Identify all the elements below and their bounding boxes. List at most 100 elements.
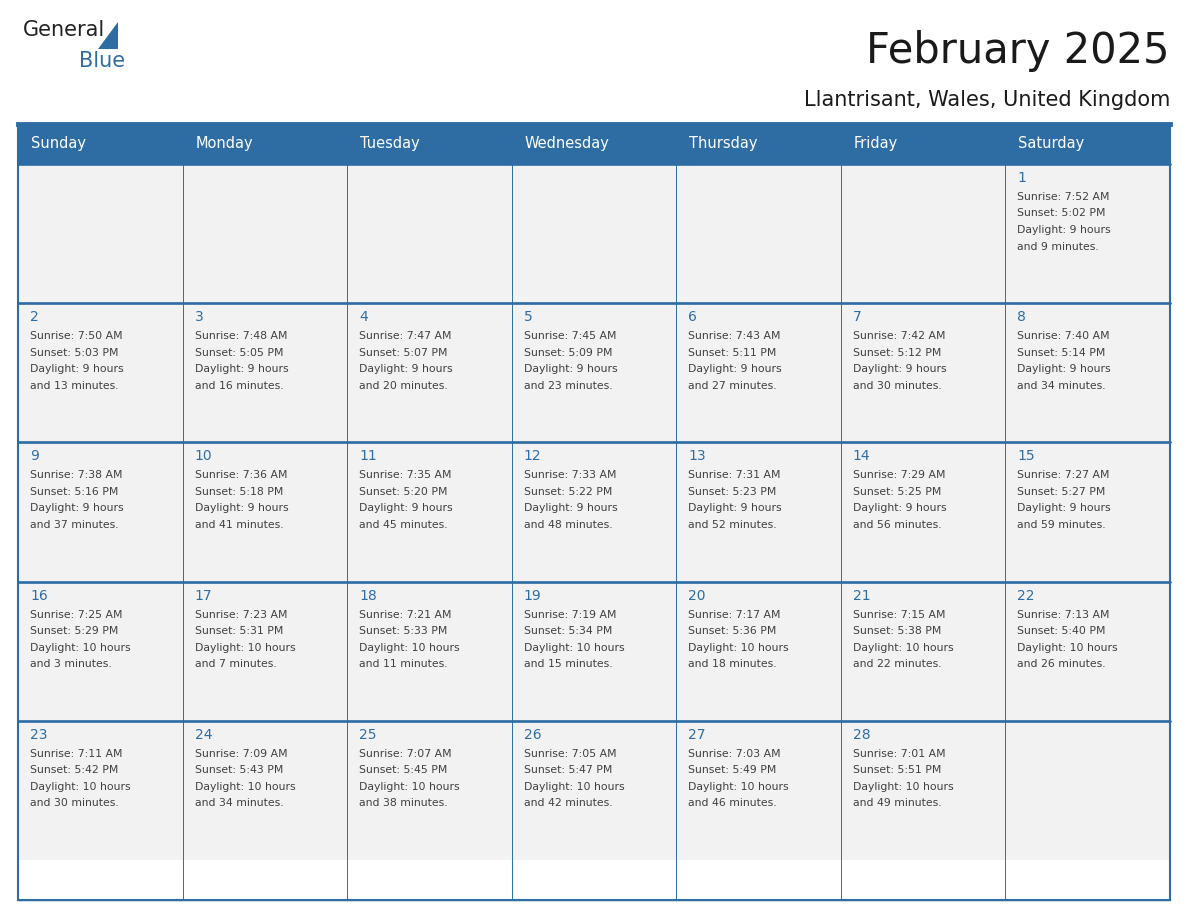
Text: Daylight: 9 hours: Daylight: 9 hours [853,503,947,513]
Bar [512,582,676,721]
Bar [1005,303,1170,442]
Text: Sunset: 5:02 PM: Sunset: 5:02 PM [1017,208,1106,218]
Text: Sunrise: 7:15 AM: Sunrise: 7:15 AM [853,610,946,620]
Text: and 13 minutes.: and 13 minutes. [30,381,119,391]
Text: Sunset: 5:07 PM: Sunset: 5:07 PM [359,348,448,358]
Text: Sunset: 5:31 PM: Sunset: 5:31 PM [195,626,283,636]
Bar [183,721,347,860]
Bar [676,442,841,582]
Bar [347,721,512,860]
Text: Blue: Blue [78,51,125,71]
Text: Saturday: Saturday [1018,137,1085,151]
Bar [18,124,1170,900]
Bar [676,721,841,860]
Text: Sunrise: 7:35 AM: Sunrise: 7:35 AM [359,470,451,480]
Text: Sunset: 5:16 PM: Sunset: 5:16 PM [30,487,119,497]
Text: 9: 9 [30,450,39,464]
Text: Sunrise: 7:52 AM: Sunrise: 7:52 AM [1017,192,1110,202]
Text: Sunset: 5:47 PM: Sunset: 5:47 PM [524,766,612,776]
Text: Sunrise: 7:03 AM: Sunrise: 7:03 AM [688,749,781,759]
Text: Sunrise: 7:09 AM: Sunrise: 7:09 AM [195,749,287,759]
Text: and 49 minutes.: and 49 minutes. [853,799,941,809]
Bar [676,164,841,303]
Text: Daylight: 9 hours: Daylight: 9 hours [1017,225,1111,235]
Text: and 52 minutes.: and 52 minutes. [688,520,777,530]
Text: Sunset: 5:49 PM: Sunset: 5:49 PM [688,766,777,776]
Text: Daylight: 10 hours: Daylight: 10 hours [30,782,131,792]
Text: 17: 17 [195,588,213,602]
Text: and 15 minutes.: and 15 minutes. [524,659,612,669]
Polygon shape [99,22,118,49]
Bar [18,164,183,303]
Text: Sunset: 5:40 PM: Sunset: 5:40 PM [1017,626,1106,636]
Bar [512,164,676,303]
Bar [18,442,183,582]
Text: Daylight: 10 hours: Daylight: 10 hours [853,782,954,792]
Bar [841,164,1005,303]
Bar [18,721,183,860]
Text: and 41 minutes.: and 41 minutes. [195,520,283,530]
Text: Sunrise: 7:27 AM: Sunrise: 7:27 AM [1017,470,1110,480]
Text: Sunrise: 7:47 AM: Sunrise: 7:47 AM [359,331,451,341]
Text: Daylight: 9 hours: Daylight: 9 hours [688,364,782,375]
Bar [841,442,1005,582]
Text: Sunset: 5:36 PM: Sunset: 5:36 PM [688,626,777,636]
Text: Wednesday: Wednesday [525,137,609,151]
Text: and 3 minutes.: and 3 minutes. [30,659,112,669]
Bar [183,164,347,303]
Text: and 34 minutes.: and 34 minutes. [1017,381,1106,391]
Text: Sunset: 5:23 PM: Sunset: 5:23 PM [688,487,777,497]
Text: Sunrise: 7:43 AM: Sunrise: 7:43 AM [688,331,781,341]
Text: and 26 minutes.: and 26 minutes. [1017,659,1106,669]
Bar [1005,164,1170,303]
Text: Daylight: 9 hours: Daylight: 9 hours [359,503,453,513]
Text: Daylight: 10 hours: Daylight: 10 hours [30,643,131,653]
Text: Sunday: Sunday [31,137,86,151]
Text: Sunset: 5:18 PM: Sunset: 5:18 PM [195,487,283,497]
Bar [841,721,1005,860]
Text: and 30 minutes.: and 30 minutes. [853,381,942,391]
Text: Sunset: 5:14 PM: Sunset: 5:14 PM [1017,348,1106,358]
Text: 19: 19 [524,588,542,602]
Text: Daylight: 9 hours: Daylight: 9 hours [1017,503,1111,513]
Text: Sunset: 5:12 PM: Sunset: 5:12 PM [853,348,941,358]
Text: 13: 13 [688,450,706,464]
Text: 2: 2 [30,310,39,324]
Text: 8: 8 [1017,310,1026,324]
Bar [512,303,676,442]
Text: General: General [23,20,106,40]
Text: Sunrise: 7:33 AM: Sunrise: 7:33 AM [524,470,617,480]
Text: Daylight: 10 hours: Daylight: 10 hours [1017,643,1118,653]
Text: Sunrise: 7:07 AM: Sunrise: 7:07 AM [359,749,451,759]
Text: and 46 minutes.: and 46 minutes. [688,799,777,809]
Text: and 45 minutes.: and 45 minutes. [359,520,448,530]
Text: and 30 minutes.: and 30 minutes. [30,799,119,809]
Text: Sunrise: 7:38 AM: Sunrise: 7:38 AM [30,470,122,480]
Text: Sunrise: 7:48 AM: Sunrise: 7:48 AM [195,331,287,341]
Text: and 27 minutes.: and 27 minutes. [688,381,777,391]
Bar [512,442,676,582]
Text: Daylight: 10 hours: Daylight: 10 hours [359,643,460,653]
Text: and 11 minutes.: and 11 minutes. [359,659,448,669]
Text: February 2025: February 2025 [866,30,1170,72]
Text: and 16 minutes.: and 16 minutes. [195,381,283,391]
Text: Thursday: Thursday [689,137,758,151]
Text: 4: 4 [359,310,368,324]
Text: Sunrise: 7:01 AM: Sunrise: 7:01 AM [853,749,946,759]
Text: Sunrise: 7:31 AM: Sunrise: 7:31 AM [688,470,781,480]
Text: Daylight: 9 hours: Daylight: 9 hours [688,503,782,513]
Text: 10: 10 [195,450,213,464]
Text: Sunset: 5:38 PM: Sunset: 5:38 PM [853,626,941,636]
Text: Sunset: 5:34 PM: Sunset: 5:34 PM [524,626,612,636]
Text: and 18 minutes.: and 18 minutes. [688,659,777,669]
Text: and 38 minutes.: and 38 minutes. [359,799,448,809]
Text: and 20 minutes.: and 20 minutes. [359,381,448,391]
Text: and 42 minutes.: and 42 minutes. [524,799,612,809]
Text: Sunrise: 7:25 AM: Sunrise: 7:25 AM [30,610,122,620]
Bar [18,124,1170,164]
Text: 1: 1 [1017,171,1026,185]
Text: Sunrise: 7:42 AM: Sunrise: 7:42 AM [853,331,946,341]
Text: Daylight: 9 hours: Daylight: 9 hours [853,364,947,375]
Text: Sunset: 5:45 PM: Sunset: 5:45 PM [359,766,448,776]
Text: Sunrise: 7:50 AM: Sunrise: 7:50 AM [30,331,122,341]
